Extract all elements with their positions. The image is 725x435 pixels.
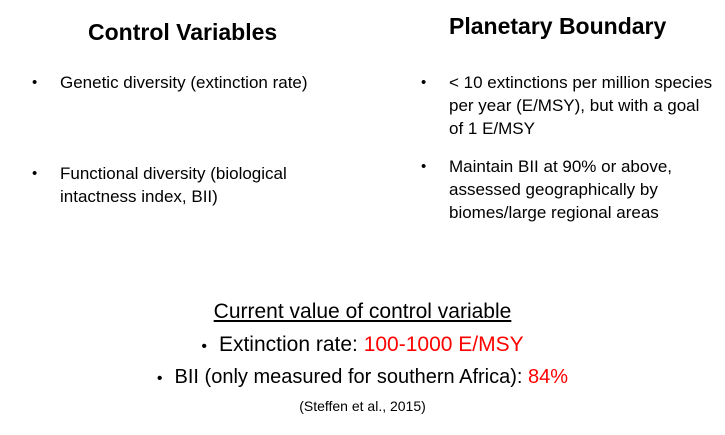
current-value-number: 84%	[528, 366, 569, 388]
control-variable-text: Genetic diversity (extinction rate)	[60, 73, 308, 92]
bullet-icon: •	[32, 74, 38, 91]
control-variable-item: • Genetic diversity (extinction rate)	[32, 71, 372, 94]
current-value-bii: • BII (only measured for southern Africa)…	[0, 366, 725, 389]
current-value-number: 100-1000 E/MSY	[363, 333, 524, 356]
planetary-boundary-heading: Planetary Boundary	[449, 13, 667, 39]
control-variables-heading: Control Variables	[88, 19, 278, 45]
current-value-label: BII (only measured for southern Africa):	[174, 366, 529, 388]
bullet-icon: •	[201, 338, 207, 355]
planetary-boundary-item: • < 10 extinctions per million species p…	[421, 71, 716, 140]
current-value-extinction-rate: • Extinction rate: 100-1000 E/MSY	[0, 333, 725, 357]
current-value-title: Current value of control variable	[213, 300, 512, 323]
bullet-icon: •	[32, 165, 38, 182]
control-variable-text: Functional diversity (biological intactn…	[60, 164, 287, 206]
current-value-label: Extinction rate:	[218, 333, 364, 356]
planetary-boundary-text: Maintain BII at 90% or above, assessed g…	[449, 157, 673, 222]
planetary-boundary-text: < 10 extinctions per million species per…	[449, 73, 713, 138]
bullet-icon: •	[156, 370, 163, 387]
control-variable-item: • Functional diversity (biological intac…	[32, 162, 352, 208]
citation: (Steffen et al., 2015)	[299, 398, 426, 414]
bullet-icon: •	[421, 158, 427, 175]
bullet-icon: •	[421, 74, 427, 91]
planetary-boundary-item: • Maintain BII at 90% or above, assessed…	[421, 155, 716, 224]
